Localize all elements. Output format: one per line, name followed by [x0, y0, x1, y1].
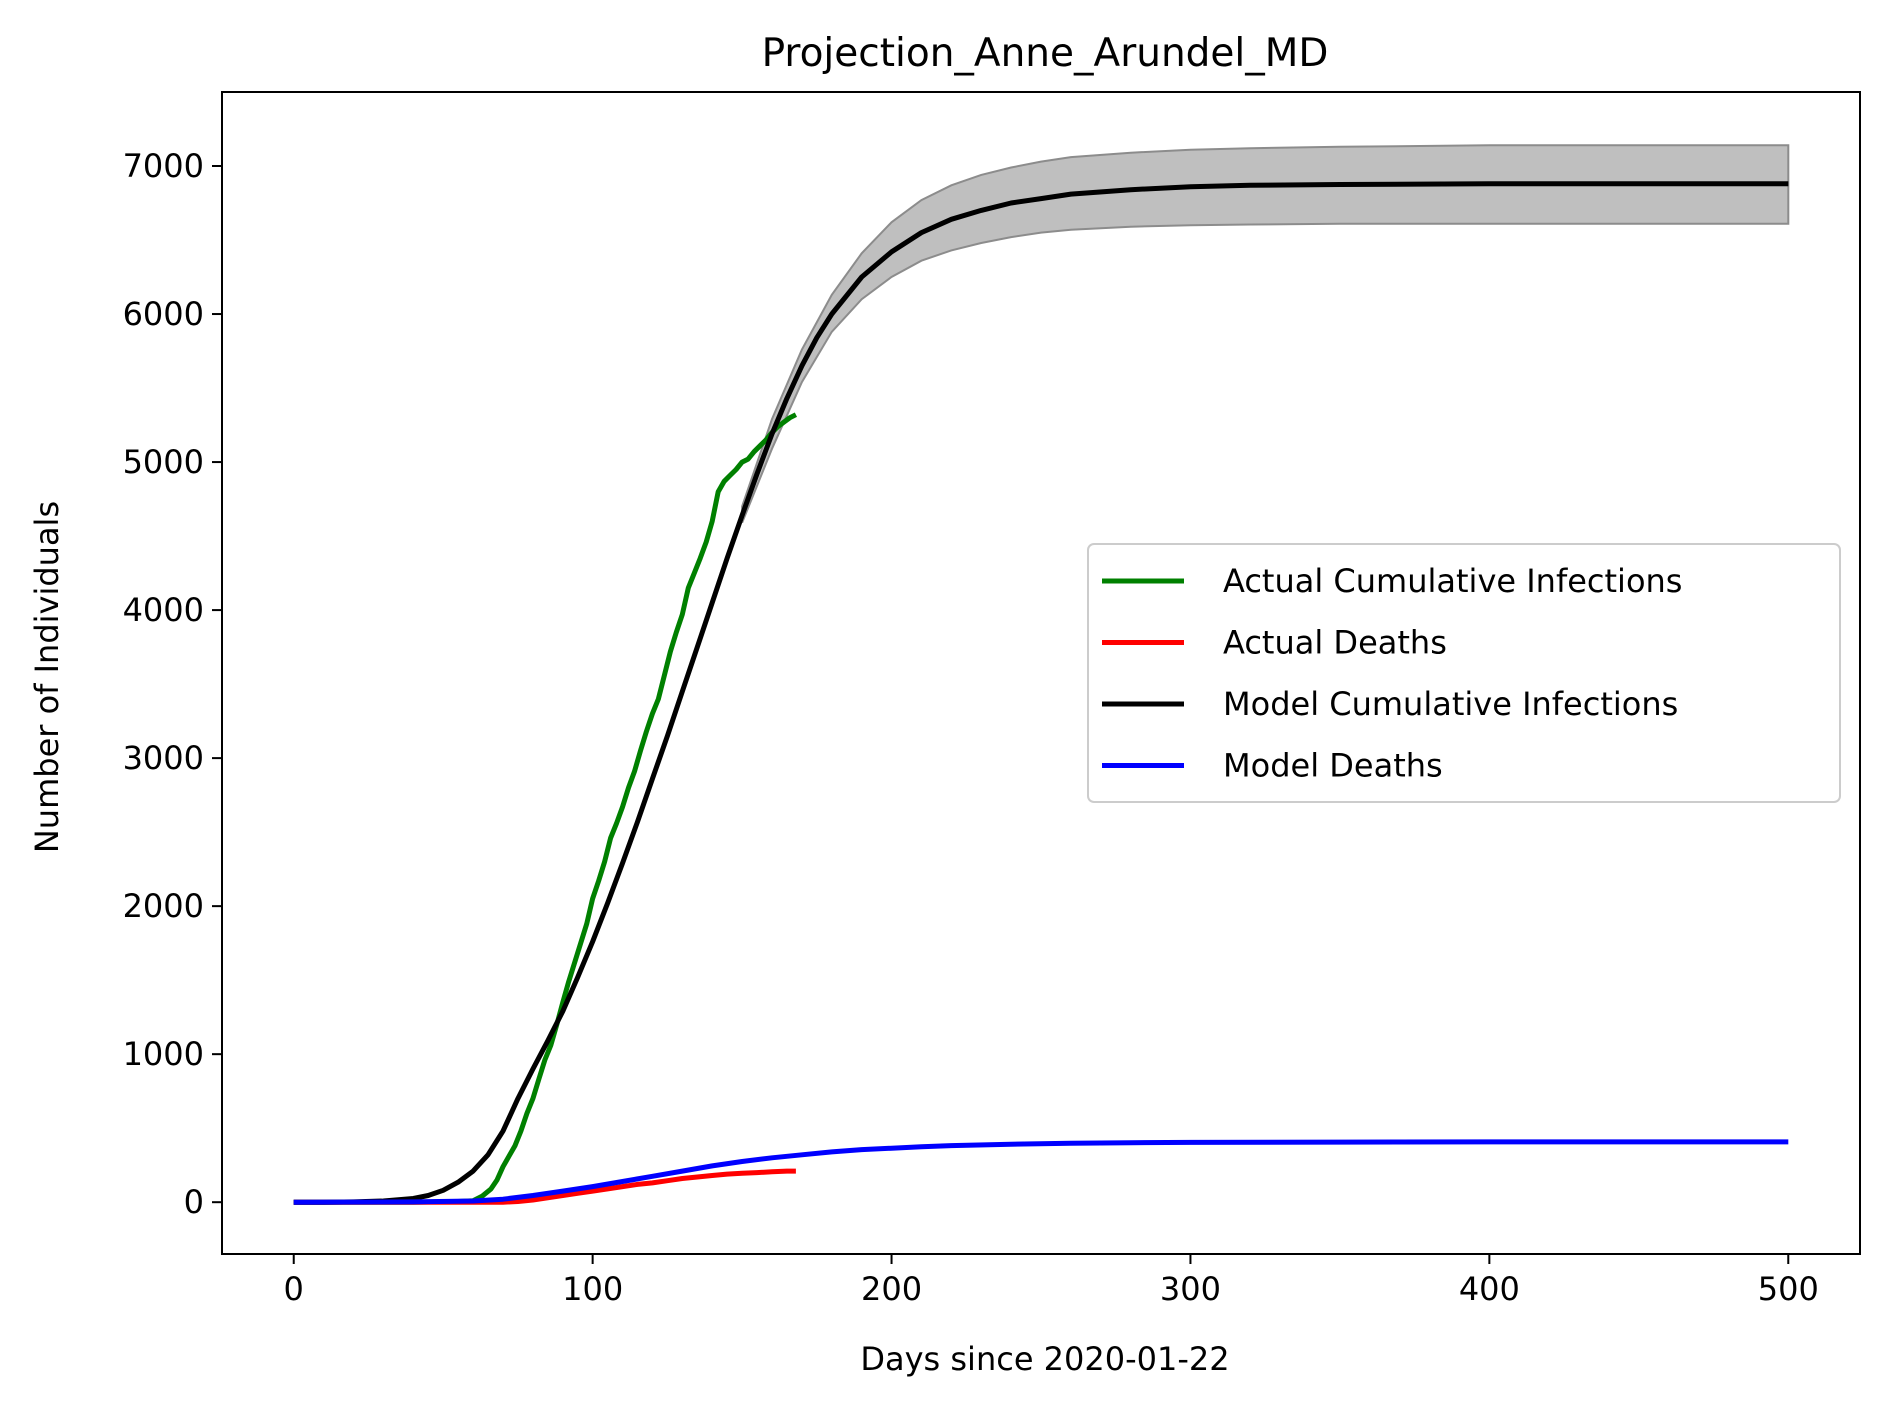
- axes-frame: [221, 91, 1861, 1255]
- y-tick-label: 3000: [123, 739, 204, 777]
- y-axis-label: Number of Individuals: [28, 501, 66, 853]
- series-line-1: [293, 1168, 796, 1205]
- y-tick-label: 4000: [123, 591, 204, 629]
- y-tick-label: 2000: [123, 887, 204, 925]
- x-tick-label: 500: [1758, 1270, 1819, 1308]
- confidence-band: [741, 144, 1790, 524]
- axes: 0 100 200 300 400 500010002000300040005000600…: [123, 91, 1861, 1308]
- y-tick-label: 7000: [123, 147, 204, 185]
- x-tick-label: 100: [562, 1270, 623, 1308]
- x-tick-label: 300: [1160, 1270, 1221, 1308]
- series-line-0: [293, 412, 798, 1205]
- series-line-2: [293, 181, 1789, 1205]
- series-line-3: [293, 1139, 1789, 1205]
- legend-label-1: Actual Deaths: [1223, 624, 1447, 662]
- x-tick-label: 0: [284, 1270, 304, 1308]
- x-axis-label: Days since 2020-01-22: [860, 1340, 1229, 1378]
- legend-label-3: Model Deaths: [1223, 747, 1443, 785]
- y-tick-label: 5000: [123, 443, 204, 481]
- legend: Actual Cumulative Infections Actual Death…: [1087, 543, 1841, 803]
- legend-box: [1087, 543, 1841, 803]
- x-tick-label: 200: [861, 1270, 922, 1308]
- legend-label-2: Model Cumulative Infections: [1223, 685, 1678, 723]
- legend-label-0: Actual Cumulative Infections: [1223, 562, 1682, 600]
- y-tick-label: 6000: [123, 295, 204, 333]
- y-tick-label: 1000: [123, 1035, 204, 1073]
- x-tick-label: 400: [1459, 1270, 1520, 1308]
- chart-title: Projection_Anne_Arundel_MD: [762, 31, 1329, 76]
- y-tick-label: 0: [184, 1183, 204, 1221]
- plot-area: [293, 144, 1790, 1205]
